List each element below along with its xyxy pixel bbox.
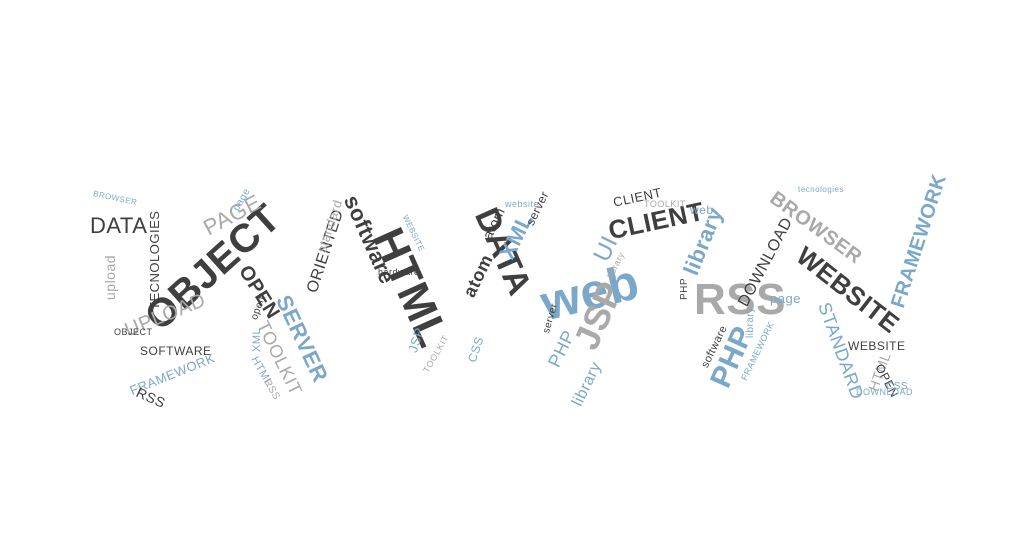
word-web-small: web (690, 203, 714, 217)
word-css: CSS (886, 381, 909, 392)
word-download-small: DOWNLOAD (856, 387, 914, 397)
word-library: library (569, 359, 606, 410)
word-xml-small: XML (251, 327, 263, 352)
word-data: DATA (90, 213, 148, 238)
word-tecnologies: TECNOLOGIES (147, 210, 162, 310)
word-framework-right: FRAMEWORK (887, 171, 951, 311)
word-object-small: OBJECT (114, 327, 153, 337)
word-css-small: CSS (465, 334, 487, 365)
word-page-right: page (770, 291, 801, 306)
word-rss-mid: RSS (694, 275, 786, 324)
word-browser-left: BROWSER (92, 189, 139, 208)
word-php-small: PHP (679, 277, 690, 300)
word-toolkit-small: TOOLKIT (644, 199, 686, 209)
word-upload-small: upload (102, 254, 118, 300)
word-hardware: hardware (378, 267, 420, 277)
word-library-small-right: library (745, 307, 756, 338)
word-tecnologies-small: tecnologies (798, 185, 844, 194)
word-rss-small: RSS (261, 377, 282, 403)
word-website-tiny: website (505, 199, 540, 209)
word-rss-caps: RSS (133, 384, 169, 412)
word-atom-2: atom (459, 251, 497, 301)
word-software-caps: SOFTWARE (140, 344, 212, 358)
word-website-small: WEBSITE (848, 339, 906, 353)
